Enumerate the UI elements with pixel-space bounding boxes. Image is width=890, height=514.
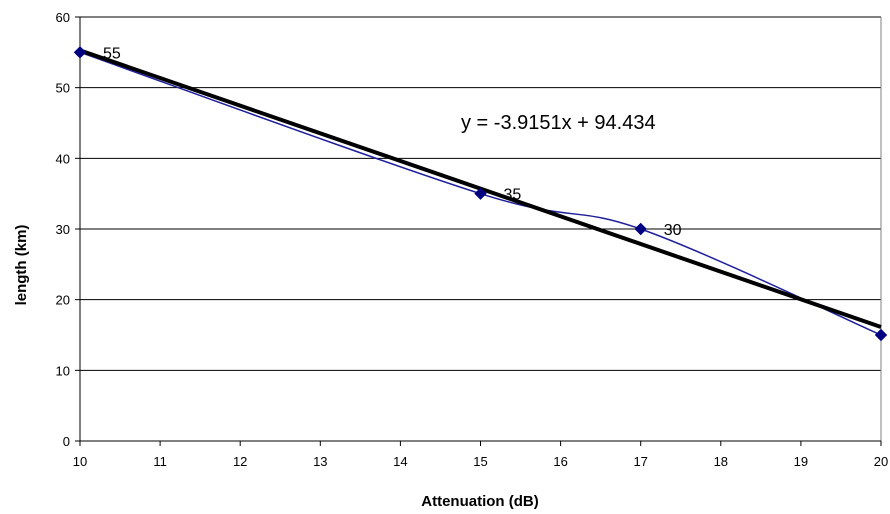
data-point-marker: [874, 328, 888, 342]
y-tick-label: 50: [56, 81, 70, 96]
data-point-label: 35: [504, 187, 522, 204]
axes: [75, 16, 882, 446]
x-tick-label: 14: [393, 454, 407, 469]
y-tick-label: 30: [56, 222, 70, 237]
y-axis-title: length (km): [13, 225, 30, 306]
data-point-marker: [474, 187, 487, 200]
x-tick-label: 20: [874, 454, 888, 469]
x-tick-label: 12: [233, 454, 247, 469]
data-labels: 55353015: [103, 45, 682, 239]
trendline-equation: y = -3.9151x + 94.434: [461, 112, 656, 134]
x-axis-title: Attenuation (dB): [421, 493, 538, 510]
x-tick-label: 17: [633, 454, 647, 469]
data-series: [79, 51, 882, 336]
x-tick-label: 18: [714, 454, 728, 469]
x-tick-label: 10: [73, 454, 87, 469]
y-tick-label: 10: [56, 363, 70, 378]
x-tick-label: 15: [473, 454, 487, 469]
x-tick-label: 13: [313, 454, 327, 469]
series-line: [79, 51, 882, 336]
y-tick-label: 40: [56, 151, 70, 166]
data-point-label: 55: [103, 45, 121, 62]
y-tick-label: 20: [56, 293, 70, 308]
data-point-label: 30: [664, 222, 682, 239]
x-tick-label: 16: [553, 454, 567, 469]
data-markers: [73, 46, 888, 342]
x-tick-label: 11: [153, 454, 167, 469]
x-tick-label: 19: [794, 454, 808, 469]
y-tick-label: 0: [63, 434, 70, 449]
gridlines: [80, 16, 881, 371]
y-tick-label: 60: [56, 10, 70, 25]
data-point-marker: [634, 222, 647, 236]
data-point-marker: [73, 46, 87, 59]
